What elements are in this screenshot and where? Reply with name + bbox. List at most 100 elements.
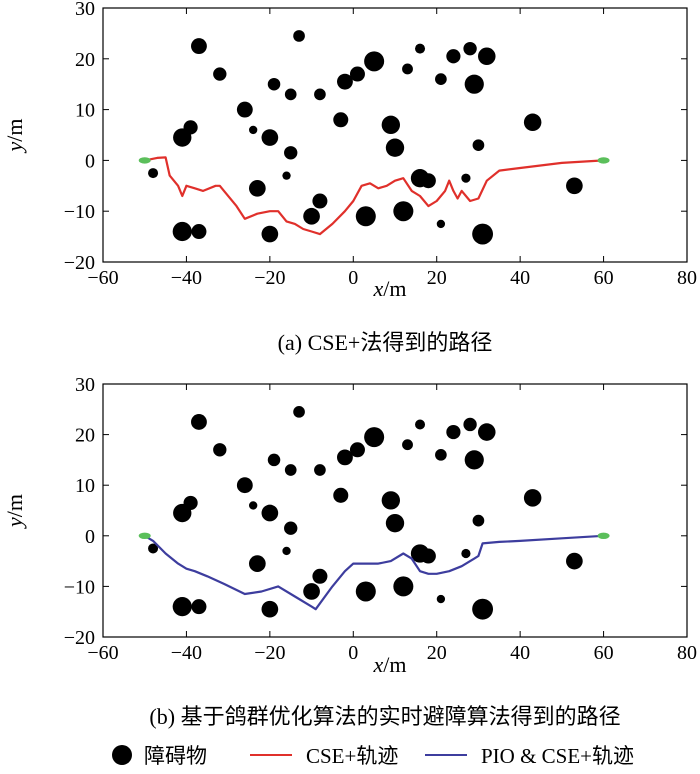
x-tick-label: 60 bbox=[594, 267, 614, 289]
obstacle bbox=[337, 449, 353, 466]
obstacle bbox=[436, 594, 446, 604]
y-tick-label: −10 bbox=[64, 201, 95, 223]
obstacle bbox=[249, 179, 266, 197]
y-tick-label: −20 bbox=[64, 252, 95, 274]
y-tick-label: 0 bbox=[85, 150, 95, 172]
obstacle bbox=[472, 514, 485, 527]
obstacle bbox=[566, 177, 583, 195]
x-tick-label: 60 bbox=[594, 642, 614, 664]
x-tick-label: 80 bbox=[677, 642, 697, 664]
obstacle bbox=[333, 112, 349, 128]
trajectory-line bbox=[144, 156, 604, 236]
obstacle bbox=[435, 449, 447, 461]
x-tick-label: −20 bbox=[254, 642, 285, 664]
x-tick-label: 0 bbox=[348, 267, 358, 289]
obstacle bbox=[314, 88, 326, 101]
obstacle bbox=[236, 477, 253, 494]
cse-line-icon bbox=[250, 754, 292, 756]
obstacle bbox=[446, 424, 461, 440]
obstacle bbox=[183, 120, 198, 135]
obstacle bbox=[436, 219, 446, 229]
obstacle bbox=[261, 129, 279, 146]
y-tick-label: 30 bbox=[75, 374, 95, 396]
trajectory-line bbox=[144, 534, 604, 611]
obstacle bbox=[191, 38, 207, 55]
x-tick-label: 20 bbox=[427, 267, 447, 289]
obstacle bbox=[566, 552, 583, 570]
x-tick-label: 0 bbox=[348, 642, 358, 664]
obstacle bbox=[464, 74, 484, 94]
obstacle bbox=[172, 221, 192, 242]
obstacle bbox=[303, 207, 320, 225]
obstacle-marker-icon bbox=[112, 745, 132, 765]
obstacle bbox=[261, 225, 279, 243]
obstacle bbox=[249, 555, 266, 572]
obstacle bbox=[364, 51, 385, 72]
obstacle bbox=[461, 173, 471, 183]
obstacle bbox=[293, 30, 305, 42]
obstacle bbox=[213, 443, 227, 457]
obstacle bbox=[261, 504, 279, 522]
panel-a: −60 −40 −20 0 20 40 60 80 −20 −10 0 10 20 30 x/m y/m (a)… bbox=[2, 0, 697, 355]
x-tick-label: −40 bbox=[171, 267, 202, 289]
obstacle bbox=[284, 88, 297, 101]
y-axis-label: y/m bbox=[2, 119, 27, 154]
legend-item-cse: CSE+轨迹 bbox=[250, 736, 398, 774]
obstacle bbox=[523, 113, 542, 132]
x-tick-label: −60 bbox=[87, 642, 118, 664]
obstacle bbox=[420, 173, 436, 189]
legend-obstacle-label: 障碍物 bbox=[144, 744, 207, 768]
y-tick-label: 20 bbox=[75, 425, 95, 447]
y-tick-label: 0 bbox=[85, 526, 95, 548]
obstacle bbox=[420, 548, 436, 564]
y-tick-label: 30 bbox=[75, 0, 95, 20]
end-marker bbox=[597, 532, 610, 539]
x-axis-label: x/m bbox=[373, 276, 407, 301]
obstacle bbox=[312, 193, 328, 209]
obstacle bbox=[267, 453, 281, 467]
y-tick-label: −20 bbox=[64, 627, 95, 649]
obstacle bbox=[381, 491, 401, 510]
obstacle bbox=[355, 581, 376, 602]
obstacle bbox=[282, 546, 291, 556]
end-marker bbox=[597, 157, 610, 164]
obstacle bbox=[267, 77, 281, 91]
obstacle bbox=[312, 568, 328, 584]
obstacle bbox=[249, 501, 258, 510]
obstacle bbox=[191, 224, 207, 240]
obstacle bbox=[303, 583, 320, 600]
legend-cse-label: CSE+轨迹 bbox=[306, 744, 399, 768]
plot-frame bbox=[102, 383, 688, 638]
obstacle bbox=[381, 115, 401, 135]
x-tick-label: −20 bbox=[254, 267, 285, 289]
legend-pio-label: PIO & CSE+轨迹 bbox=[481, 744, 635, 768]
obstacle bbox=[183, 495, 198, 511]
obstacle bbox=[337, 73, 353, 90]
obstacle bbox=[349, 66, 365, 82]
panel-b: −60 −40 −20 0 20 40 60 80 −20 −10 0 10 20 30 x/m y/m (b)… bbox=[2, 374, 697, 729]
obstacle bbox=[284, 521, 298, 535]
obstacle bbox=[213, 67, 227, 81]
panel-caption: (b) 基于鸽群优化算法的实时避障算法得到的路径 bbox=[149, 704, 620, 729]
x-tick-label: −40 bbox=[171, 642, 202, 664]
start-marker bbox=[138, 532, 151, 539]
obstacle bbox=[261, 600, 279, 618]
obstacle bbox=[349, 442, 365, 458]
obstacle bbox=[463, 41, 477, 56]
obstacle bbox=[148, 168, 159, 179]
x-tick-label: 40 bbox=[510, 267, 530, 289]
x-tick-label: −60 bbox=[87, 267, 118, 289]
obstacle bbox=[282, 171, 291, 180]
obstacle bbox=[385, 138, 405, 157]
obstacle bbox=[472, 598, 494, 620]
x-tick-label: 40 bbox=[510, 642, 530, 664]
y-tick-label: 10 bbox=[75, 475, 95, 497]
x-tick-label: 20 bbox=[427, 642, 447, 664]
obstacle bbox=[191, 414, 207, 430]
obstacle bbox=[236, 101, 253, 118]
obstacle bbox=[472, 223, 494, 245]
obstacle bbox=[446, 49, 461, 64]
y-tick-label: −10 bbox=[64, 576, 95, 598]
obstacle bbox=[364, 427, 385, 448]
obstacle bbox=[463, 417, 477, 432]
